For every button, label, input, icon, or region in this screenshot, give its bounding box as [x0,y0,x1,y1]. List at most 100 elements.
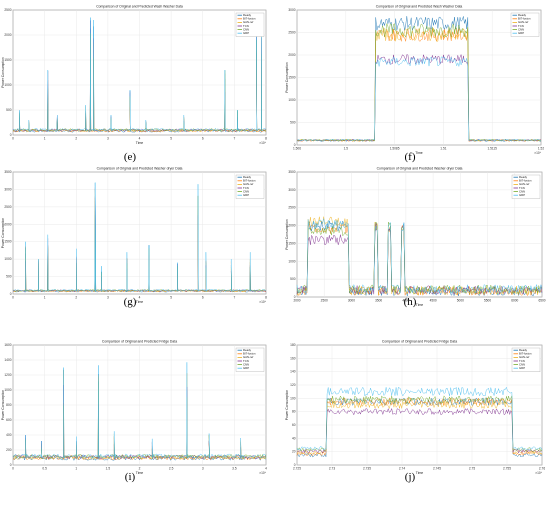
legend-box [511,174,541,199]
x-tick-label: 1.5115 [487,147,497,151]
x-tick-label: 7 [233,296,235,300]
y-axis-label: Power Consumption [1,218,5,249]
x-tick-label: 5500 [484,299,491,303]
y-tick-label: 600 [6,418,12,422]
y-axis-label: Power Consumption [285,62,289,93]
chart-title: Comparison of Original and Predicted Was… [376,5,463,9]
y-tick-label: 0 [294,143,296,147]
plot-frame [296,171,543,298]
x-tick-label: 2.5 [169,467,174,471]
chart-title: Comparison of Original and Predicted Was… [97,167,183,171]
x-axis-label: Time [136,300,144,304]
y-tick-label: 0 [294,463,296,467]
legend-box [235,347,265,372]
x-tick-label: 2.755 [503,467,511,471]
legend-label: BiT-fusion [518,17,531,21]
legend-box [511,347,541,372]
y-tick-label: 2500 [4,8,11,12]
x-axis-label: Time [416,471,424,475]
series-lines [296,216,543,297]
legend-label: TCN [518,24,524,28]
series-lines [12,362,267,461]
x-tick-label: 1 [44,137,46,141]
x-tick-label: 3.5 [232,467,237,471]
x-tick-label: 6 [202,296,204,300]
series-line-ganref [12,370,267,461]
y-tick-label: 500 [6,275,12,279]
x-multiplier: ×10⁴ [259,471,266,475]
y-tick-label: 500 [290,277,296,281]
x-multiplier: ×10⁴ [535,471,542,475]
y-tick-label: 1500 [288,76,295,80]
x-tick-label: 3 [107,296,109,300]
legend-label: CNN [243,27,249,31]
x-tick-label: 3500 [375,299,382,303]
legend-label: Ready [243,175,252,179]
series-line-grp [296,56,542,142]
x-tick-label: 0 [12,296,14,300]
x-tick-label: 2.725 [293,467,301,471]
legend-label: GAN-ref [519,355,529,359]
legend-label: Ready [243,13,252,17]
legend-label: CNN [519,189,525,193]
legend-label: GAN-ref [243,182,253,186]
legend-label: GRP [243,366,249,370]
series-line-cnn [296,395,543,453]
y-tick-label: 0 [10,133,12,137]
series-line-ganref [296,400,543,455]
y-tick-label: 180 [290,343,296,347]
legend-label: TCN [519,186,525,190]
x-tick-label: 2.735 [363,467,371,471]
x-tick-label: 4 [139,296,141,300]
y-tick-label: 500 [290,121,296,125]
legend-label: Ready [519,348,528,352]
x-tick-label: 1.52 [538,147,544,151]
y-tick-label: 1400 [4,358,11,362]
x-tick-label: 3000 [348,299,355,303]
legend-label: GRP [243,193,249,197]
x-tick-label: 0.5 [42,467,47,471]
y-tick-label: 160 [290,356,296,360]
series-line-tcn [296,407,543,454]
y-tick-label: 100 [290,396,296,400]
x-tick-label: 5 [170,137,172,141]
legend-label: TCN [519,359,525,363]
y-tick-label: 1500 [4,58,11,62]
series-line-cnn [12,381,267,460]
y-tick-label: 2000 [4,33,11,37]
y-axis-label: Power Consumption [1,390,5,421]
y-tick-label: 1200 [4,373,11,377]
y-tick-label: 1000 [4,388,11,392]
x-tick-label: 2.75 [469,467,475,471]
x-tick-label: 4500 [430,299,437,303]
y-tick-label: 120 [290,383,296,387]
y-tick-label: 2500 [4,205,11,209]
chart-title: Comparison of Original and Predicted Was… [377,167,463,171]
x-tick-label: 2.76 [539,467,545,471]
y-tick-label: 140 [290,370,296,374]
y-tick-label: 1000 [288,98,295,102]
x-tick-label: 8 [265,296,267,300]
panel-f: 0 500 1000 1500 2000 2500 3000 1.506 1.5 1.5085 1.… [285,5,544,164]
y-tick-label: 1000 [4,257,11,261]
panel-label: (j) [405,471,416,483]
x-tick-label: 6000 [511,299,518,303]
x-multiplier: ×10⁴ [534,151,541,155]
y-tick-label: 3500 [4,170,11,174]
x-tick-label: 1.506 [293,147,301,151]
panel-e: 0 500 1000 1500 2000 2500 0 1 2 3 4 5 6 7 8 Comparison … [1,5,267,164]
x-tick-label: 1.5 [106,467,111,471]
series-line-grp [12,182,267,293]
panel-label: (h) [404,296,417,308]
x-tick-label: 2.745 [433,467,441,471]
legend-label: GAN-ref [518,20,528,24]
legend-label: CNN [243,362,249,366]
y-tick-label: 1000 [4,83,11,87]
legend-label: GRP [519,193,525,197]
panel-label: (g) [124,296,137,308]
